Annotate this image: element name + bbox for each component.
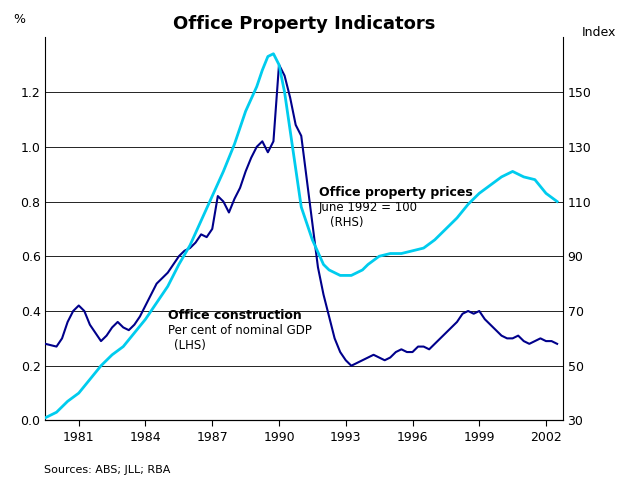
Text: Office construction: Office construction (168, 309, 301, 322)
Y-axis label: %: % (13, 13, 26, 26)
Text: Sources: ABS; JLL; RBA: Sources: ABS; JLL; RBA (44, 465, 170, 475)
Text: Per cent of nominal GDP: Per cent of nominal GDP (168, 324, 311, 337)
Text: June 1992 = 100: June 1992 = 100 (319, 201, 418, 214)
Text: (LHS): (LHS) (174, 339, 206, 352)
Text: Office property prices: Office property prices (319, 186, 473, 199)
Text: (RHS): (RHS) (330, 216, 364, 229)
Y-axis label: Index: Index (582, 26, 616, 39)
Title: Office Property Indicators: Office Property Indicators (173, 15, 435, 33)
